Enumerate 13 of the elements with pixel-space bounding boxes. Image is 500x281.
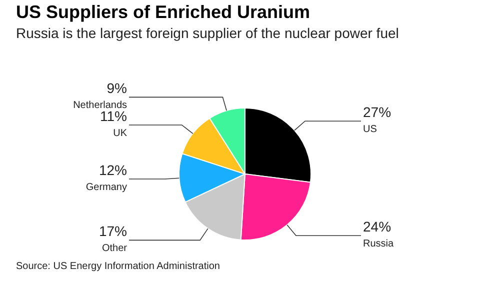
slice-label: UK [113,128,128,139]
data-label: 9% [106,80,127,96]
data-label: 24% [363,218,392,235]
chart-subtitle: Russia is the largest foreign supplier of the nuclear power fuel [16,25,399,41]
chart-title: US Suppliers of Enriched Uranium [16,2,310,23]
data-label: 12% [98,162,127,178]
data-label: 27% [363,104,392,120]
source-note: Source: US Energy Information Administration [16,261,220,272]
slice-label: Other [102,243,128,254]
slice-label: US [363,124,378,136]
slice-label: Germany [86,182,127,194]
data-label: 17% [98,223,127,240]
slice-label: Russia [363,238,394,250]
